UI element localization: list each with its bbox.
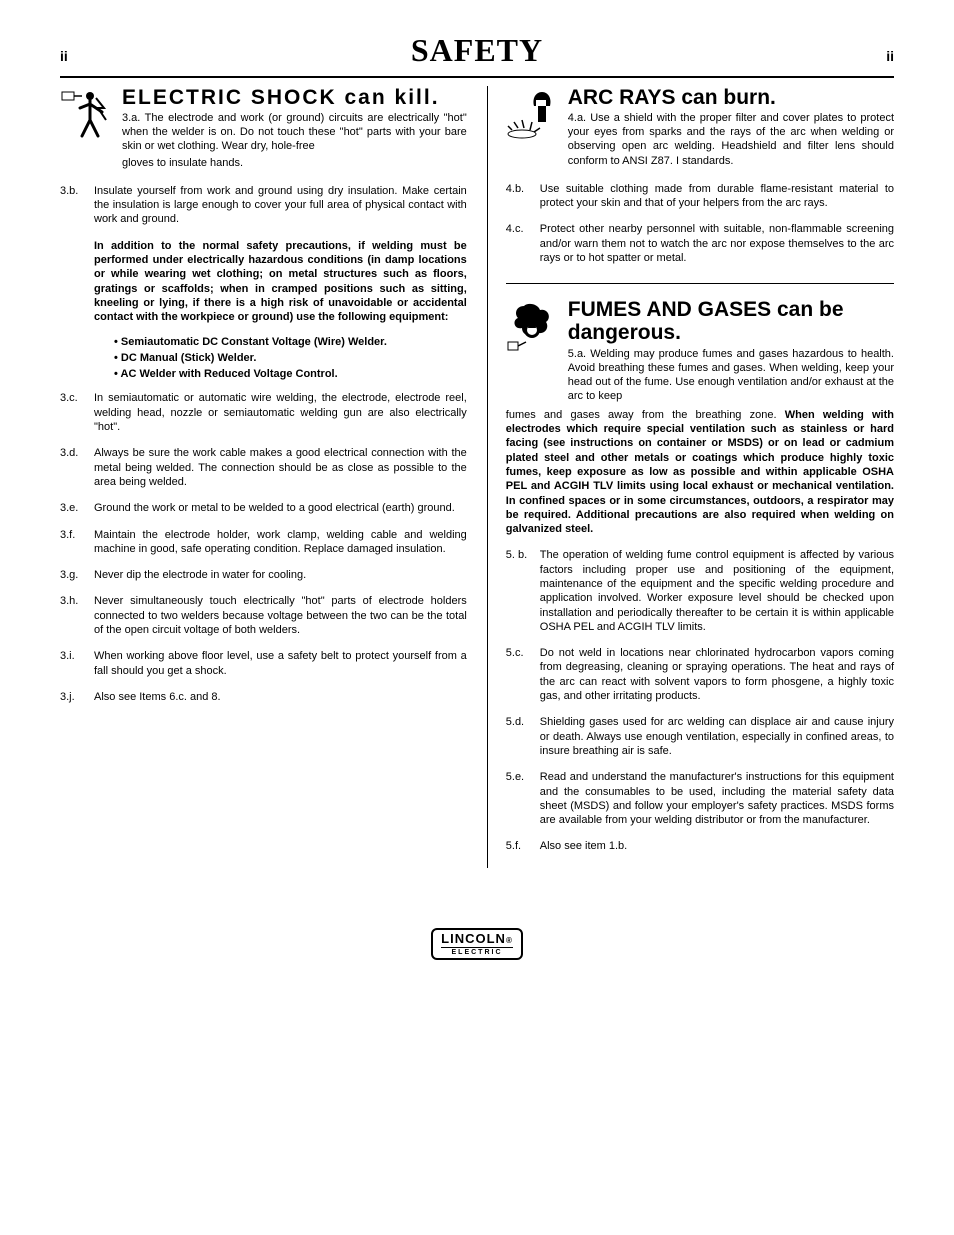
item-3e: 3.e. Ground the work or metal to be weld… — [60, 501, 467, 515]
section-arc-rays: ARC RAYS can burn. 4.a. Use a shield wit… — [506, 86, 894, 266]
item-label: 3.g. — [60, 568, 88, 582]
item-label: 5.e. — [506, 770, 534, 827]
bullet-item: • DC Manual (Stick) Welder. — [114, 351, 467, 365]
bullet-item: • Semiautomatic DC Constant Voltage (Wir… — [114, 335, 467, 349]
item-3f: 3.f. Maintain the electrode holder, work… — [60, 528, 467, 557]
item-text: Shielding gases used for arc welding can… — [540, 715, 894, 758]
item-3a: 3.a. The electrode and work (or ground) … — [122, 111, 467, 154]
item-5f: 5.f. Also see item 1.b. — [506, 839, 894, 853]
item-text: Insulate yourself from work and ground u… — [94, 184, 467, 227]
page-title: SAFETY — [411, 30, 543, 72]
item-5d: 5.d. Shielding gases used for arc weldin… — [506, 715, 894, 758]
fumes-icon — [506, 298, 562, 354]
item-text: Use a shield with the proper filter and … — [568, 112, 894, 167]
section-head: ELECTRIC SHOCK can kill. 3.a. The electr… — [60, 86, 467, 154]
page-number-left: ii — [60, 47, 68, 65]
cont-bold: When welding with electrodes which requi… — [506, 409, 894, 535]
item-text: Maintain the electrode holder, work clam… — [94, 528, 467, 557]
item-3a-cont: gloves to insulate hands. — [122, 156, 467, 170]
item-label: 3.d. — [60, 446, 88, 489]
item-label: 3.e. — [60, 501, 88, 515]
item-3i: 3.i. When working above floor level, use… — [60, 649, 467, 678]
item-text: Also see Items 6.c. and 8. — [94, 690, 467, 704]
item-5a: 5.a. Welding may produce fumes and gases… — [568, 347, 894, 404]
item-text: Welding may produce fumes and gases haza… — [568, 348, 894, 403]
item-3d: 3.d. Always be sure the work cable makes… — [60, 446, 467, 489]
equipment-list: • Semiautomatic DC Constant Voltage (Wir… — [114, 335, 467, 382]
item-label: 3.j. — [60, 690, 88, 704]
item-3c: 3.c. In semiautomatic or automatic wire … — [60, 391, 467, 434]
logo-sub: ELECTRIC — [441, 947, 513, 956]
header-rule — [60, 76, 894, 78]
left-column: ELECTRIC SHOCK can kill. 3.a. The electr… — [60, 86, 467, 868]
hazard-conditions-note: In addition to the normal safety precaut… — [94, 239, 467, 325]
content-columns: ELECTRIC SHOCK can kill. 3.a. The electr… — [60, 86, 894, 868]
item-text: Read and understand the manufacturer's i… — [540, 770, 894, 827]
section-title: FUMES AND GASES can be dangerous. — [568, 298, 894, 344]
item-5b: 5. b. The operation of welding fume cont… — [506, 548, 894, 634]
logo-brand: LINCOLN — [441, 931, 506, 946]
item-text: Use suitable clothing made from durable … — [540, 182, 894, 211]
item-label: 3.a. — [122, 112, 140, 124]
item-label: 3.h. — [60, 594, 88, 637]
item-3g: 3.g. Never dip the electrode in water fo… — [60, 568, 467, 582]
cont-plain: fumes and gases away from the breathing … — [506, 409, 785, 421]
item-label: 3.f. — [60, 528, 88, 557]
section-fumes-gases: FUMES AND GASES can be dangerous. 5.a. W… — [506, 298, 894, 853]
item-label: 3.b. — [60, 184, 88, 227]
section-title: ELECTRIC SHOCK can kill. — [122, 86, 467, 109]
lincoln-logo: LINCOLN® ELECTRIC — [431, 928, 523, 960]
item-5e: 5.e. Read and understand the manufacture… — [506, 770, 894, 827]
item-text: In semiautomatic or automatic wire weldi… — [94, 391, 467, 434]
item-4b: 4.b. Use suitable clothing made from dur… — [506, 182, 894, 211]
item-text: Protect other nearby personnel with suit… — [540, 222, 894, 265]
footer-logo: LINCOLN® ELECTRIC — [60, 928, 894, 960]
arc-rays-icon — [506, 86, 562, 142]
item-label: 3.i. — [60, 649, 88, 678]
page-number-right: ii — [886, 47, 894, 65]
item-text: The operation of welding fume control eq… — [540, 548, 894, 634]
item-label: 4.a. — [568, 112, 586, 124]
item-4a: 4.a. Use a shield with the proper filter… — [568, 111, 894, 168]
section-head: ARC RAYS can burn. 4.a. Use a shield wit… — [506, 86, 894, 168]
item-text: Do not weld in locations near chlorinate… — [540, 646, 894, 703]
right-column: ARC RAYS can burn. 4.a. Use a shield wit… — [487, 86, 894, 868]
item-label: 4.c. — [506, 222, 534, 265]
item-text: The electrode and work (or ground) circu… — [122, 112, 467, 153]
item-label: 3.c. — [60, 391, 88, 434]
section-head: FUMES AND GASES can be dangerous. 5.a. W… — [506, 298, 894, 403]
item-text: When working above floor level, use a sa… — [94, 649, 467, 678]
item-label: 5. b. — [506, 548, 534, 634]
item-text: Never simultaneously touch electrically … — [94, 594, 467, 637]
section-title: ARC RAYS can burn. — [568, 86, 894, 109]
section-electric-shock: ELECTRIC SHOCK can kill. 3.a. The electr… — [60, 86, 467, 705]
item-3b: 3.b. Insulate yourself from work and gro… — [60, 184, 467, 227]
item-label: 5.c. — [506, 646, 534, 703]
item-text: Also see item 1.b. — [540, 839, 894, 853]
item-text: Ground the work or metal to be welded to… — [94, 501, 467, 515]
item-text: Never dip the electrode in water for coo… — [94, 568, 467, 582]
item-label: 5.a. — [568, 348, 586, 360]
electric-shock-icon — [60, 86, 116, 142]
item-3h: 3.h. Never simultaneously touch electric… — [60, 594, 467, 637]
page-header: ii SAFETY ii — [60, 30, 894, 72]
item-label: 5.f. — [506, 839, 534, 853]
item-label: 4.b. — [506, 182, 534, 211]
item-5c: 5.c. Do not weld in locations near chlor… — [506, 646, 894, 703]
item-4c: 4.c. Protect other nearby personnel with… — [506, 222, 894, 265]
item-3j: 3.j. Also see Items 6.c. and 8. — [60, 690, 467, 704]
bullet-item: • AC Welder with Reduced Voltage Control… — [114, 367, 467, 381]
section-divider — [506, 283, 894, 284]
item-5a-cont: fumes and gases away from the breathing … — [506, 408, 894, 537]
item-label: 5.d. — [506, 715, 534, 758]
item-text: Always be sure the work cable makes a go… — [94, 446, 467, 489]
